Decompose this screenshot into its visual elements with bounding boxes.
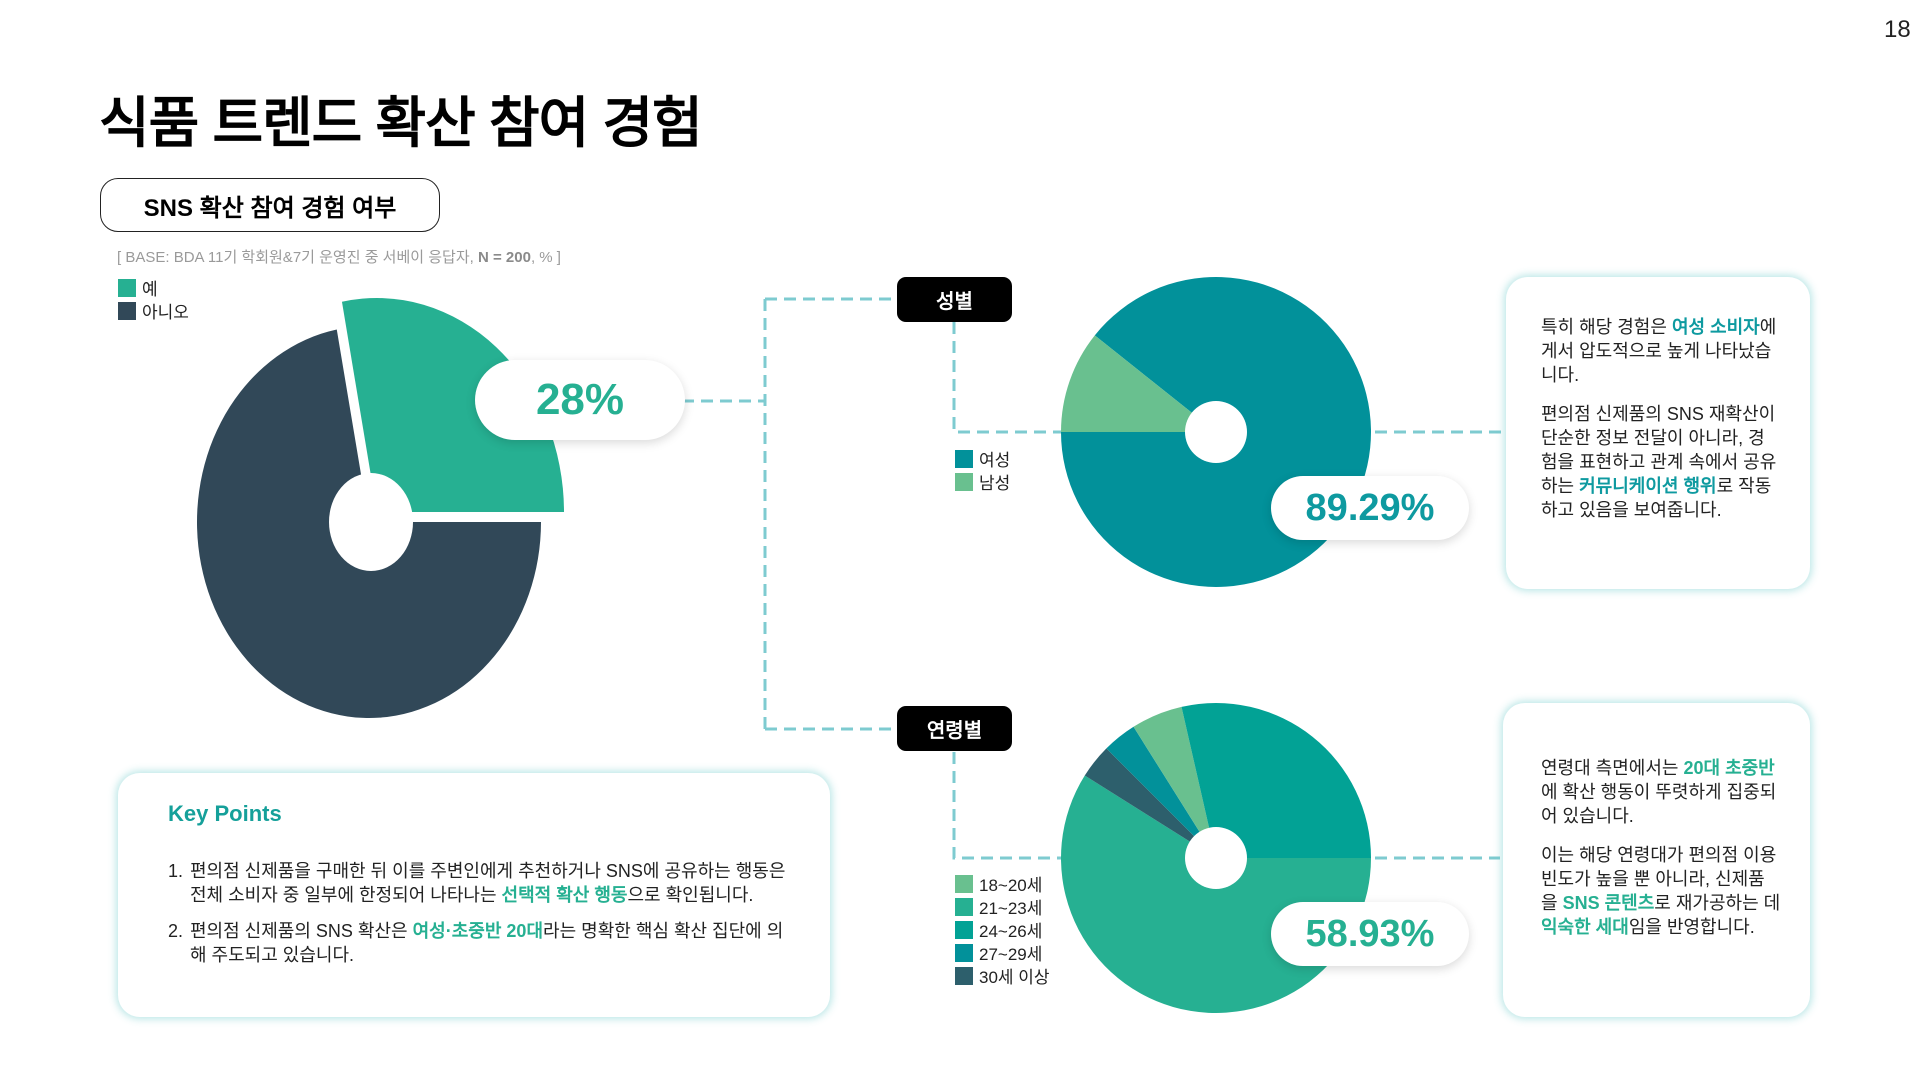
age-legend-item: 21~23세 <box>955 895 1050 918</box>
age-legend-item: 24~26세 <box>955 918 1050 941</box>
legend-swatch <box>955 449 973 468</box>
age-chart-legend: 18~20세 21~23세 24~26세 27~29세 30세 이상 <box>955 872 1050 987</box>
pie-slice-18-20 <box>1133 706 1216 858</box>
age-pie-chart <box>1061 702 1371 1013</box>
legend-swatch <box>118 278 136 297</box>
page-number: 18 <box>1884 16 1911 43</box>
age-callout-value: 58.93% <box>1305 912 1435 955</box>
main-legend-item: 예 <box>118 276 189 299</box>
key-point-text: 편의점 신제품의 SNS 확산은 여성·초중반 20대라는 명확한 핵심 확산 … <box>190 919 788 967</box>
highlighted-text: 여성 소비자 <box>1671 317 1760 337</box>
age-chart-callout: 58.93% <box>1271 902 1469 966</box>
page-title: 식품 트렌드 확산 참여 경험 <box>99 92 703 154</box>
body-text: 임을 반영합니다. <box>1628 917 1755 937</box>
key-points-card: Key Points 1. 편의점 신제품을 구매한 뒤 이를 주변인에게 추천하… <box>118 773 830 1017</box>
age-legend-item: 30세 이상 <box>955 964 1050 987</box>
main-chart-callout: 28% <box>475 360 685 440</box>
donut-hole <box>1185 401 1247 463</box>
base-note-prefix: [ BASE: BDA 11기 학회원&7기 운영진 중 서베이 응답자, <box>117 249 478 266</box>
main-callout-value: 28% <box>535 375 625 424</box>
body-text: 에 확산 행동이 뚜렷하게 집중되어 있습니다. <box>1541 782 1777 826</box>
connector-gender-tag-to-pie <box>952 322 1068 434</box>
pie-slice-27-29 <box>1106 726 1216 858</box>
pie-slice-30-plus <box>1084 748 1216 858</box>
key-points-title: Key Points <box>168 801 282 826</box>
gender-legend-item: 남성 <box>955 470 1010 493</box>
legend-label: 27~29세 <box>979 945 1043 964</box>
legend-label: 30세 이상 <box>979 968 1050 987</box>
body-text: 에게서 압도적으로 높게 나타났습니다. <box>1541 317 1777 385</box>
main-legend-item: 아니오 <box>118 299 189 322</box>
legend-label: 예 <box>142 280 158 299</box>
key-points-list: 1. 편의점 신제품을 구매한 뒤 이를 주변인에게 추천하거나 SNS에 공유하… <box>168 859 788 967</box>
gender-legend-item: 여성 <box>955 447 1010 470</box>
gender-tag: 성별 <box>897 277 1012 322</box>
body-text: 특히 해당 경험은 <box>1541 317 1672 337</box>
gender-tag-label: 성별 <box>936 291 973 313</box>
gender-chart-callout: 89.29% <box>1271 476 1469 540</box>
gender-callout-value: 89.29% <box>1305 486 1435 529</box>
key-point-text: 편의점 신제품을 구매한 뒤 이를 주변인에게 추천하거나 SNS에 공유하는 … <box>190 859 788 907</box>
base-note: [ BASE: BDA 11기 학회원&7기 운영진 중 서베이 응답자, N … <box>117 246 561 267</box>
section-subtitle: SNS 확산 참여 경험 여부 <box>100 178 440 232</box>
base-note-suffix: , % ] <box>530 249 561 266</box>
connector-lines <box>682 297 1505 860</box>
connector-age-tag-to-pie <box>952 752 1068 860</box>
body-text: 편의점 신제품의 SNS 재확산이 단순한 정보 전달이 아니라, 경험을 표현… <box>1541 404 1777 496</box>
legend-label: 18~20세 <box>979 876 1043 895</box>
main-pie-chart <box>196 298 564 718</box>
body-text: 편의점 신제품을 구매한 뒤 이를 주변인에게 추천하거나 SNS에 공유하는 … <box>190 861 786 905</box>
legend-swatch <box>118 301 136 320</box>
body-text: 라는 명확한 핵심 확산 집단에 의해 주도되고 있습니다. <box>190 921 784 965</box>
legend-swatch <box>955 966 973 985</box>
body-text: 이는 해당 연령대가 편의점 이용 빈도가 높을 뿐 아니라, 신제품을 <box>1541 845 1777 913</box>
legend-label: 남성 <box>979 474 1011 493</box>
age-legend-item: 27~29세 <box>955 941 1050 964</box>
highlighted-text: 커뮤니케이션 행위 <box>1579 476 1717 496</box>
key-point-item: 1. 편의점 신제품을 구매한 뒤 이를 주변인에게 추천하거나 SNS에 공유하… <box>168 859 788 907</box>
age-insight-paragraph-2: 이는 해당 연령대가 편의점 이용 빈도가 높을 뿐 아니라, 신제품을 SNS… <box>1541 843 1781 939</box>
legend-label: 여성 <box>979 451 1011 470</box>
donut-hole <box>329 473 413 571</box>
base-note-n: N = 200 <box>477 249 531 266</box>
age-tag: 연령별 <box>897 706 1012 751</box>
gender-insight-paragraph-1: 특히 해당 경험은 여성 소비자에게서 압도적으로 높게 나타났습니다. <box>1541 315 1781 387</box>
age-tag-label: 연령별 <box>926 720 983 742</box>
highlighted-text: 20대 초중반 <box>1683 758 1775 778</box>
highlighted-text: 여성·초중반 20대 <box>412 921 544 941</box>
body-text: 으로 확인됩니다. <box>627 885 754 905</box>
age-insight-paragraph-1: 연령대 측면에서는 20대 초중반에 확산 행동이 뚜렷하게 집중되어 있습니다… <box>1541 756 1781 828</box>
legend-label: 21~23세 <box>979 899 1043 918</box>
highlighted-text: 익숙한 세대 <box>1541 917 1629 937</box>
highlighted-text: 선택적 확산 행동 <box>501 885 628 905</box>
age-legend-item: 18~20세 <box>955 872 1050 895</box>
legend-swatch <box>955 897 973 916</box>
legend-swatch <box>955 874 973 893</box>
donut-hole <box>1185 827 1247 889</box>
body-text: 연령대 측면에서는 <box>1541 758 1684 778</box>
highlighted-text: SNS 콘텐츠 <box>1562 893 1655 913</box>
legend-label: 24~26세 <box>979 922 1043 941</box>
key-point-number: 1. <box>168 861 184 881</box>
pie-slice-24-26 <box>1181 702 1371 858</box>
gender-pie-chart <box>1061 277 1371 588</box>
body-text: 로 재가공하는 데 <box>1654 893 1781 913</box>
key-point-item: 2. 편의점 신제품의 SNS 확산은 여성·초중반 20대라는 명확한 핵심 확… <box>168 919 788 967</box>
legend-label: 아니오 <box>142 303 189 322</box>
key-point-number: 2. <box>168 921 184 941</box>
legend-swatch <box>955 943 973 962</box>
age-insight-card: 연령대 측면에서는 20대 초중반에 확산 행동이 뚜렷하게 집중되어 있습니다… <box>1503 703 1810 1017</box>
gender-insight-paragraph-2: 편의점 신제품의 SNS 재확산이 단순한 정보 전달이 아니라, 경험을 표현… <box>1541 402 1781 522</box>
body-text: 로 작동하고 있음을 보여줍니다. <box>1541 476 1772 520</box>
pie-slice-yes <box>341 298 564 512</box>
pie-slice-male <box>1061 335 1216 432</box>
gender-insight-card: 특히 해당 경험은 여성 소비자에게서 압도적으로 높게 나타났습니다. 편의점… <box>1506 277 1810 589</box>
legend-swatch <box>955 472 973 491</box>
subtitle-text: SNS 확산 참여 경험 여부 <box>143 194 397 222</box>
legend-swatch <box>955 920 973 939</box>
body-text: 편의점 신제품의 SNS 확산은 <box>190 921 413 941</box>
